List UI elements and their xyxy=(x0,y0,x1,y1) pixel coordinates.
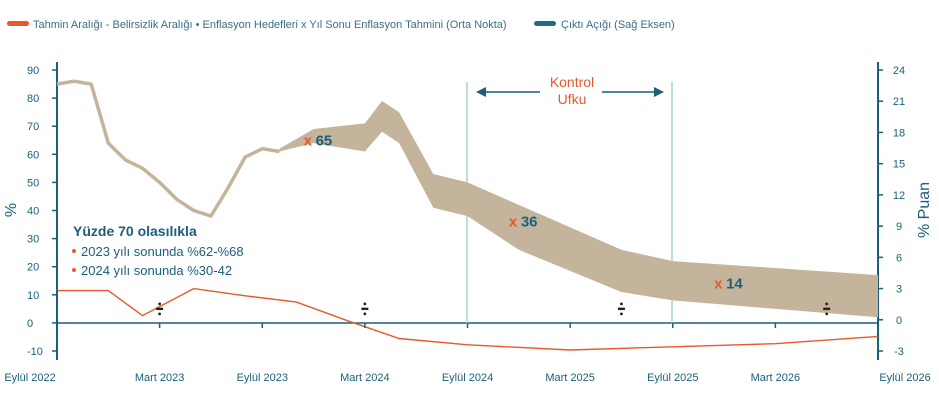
left-tick-label: 10 xyxy=(27,290,39,302)
horizon-label-line1: Kontrol xyxy=(550,74,594,90)
x-tick-label: Eylül 2024 xyxy=(442,372,493,384)
left-tick-label: 80 xyxy=(27,93,39,105)
forecast-x-marker: x xyxy=(509,214,518,231)
legend-swatch-band xyxy=(7,21,29,26)
annotation-line-1: 2023 yılı sonunda %62-%68 xyxy=(81,244,244,259)
right-tick-label: 15 xyxy=(893,159,905,171)
right-tick-label: -3 xyxy=(894,346,904,358)
probability-annotation: Yüzde 70 olasılıkla 2023 yılı sonunda %6… xyxy=(72,223,244,278)
left-tick-labels: -10 0 10 20 30 40 50 60 70 80 90 xyxy=(27,65,57,358)
right-tick-label: 0 xyxy=(896,315,902,327)
right-tick-label: 9 xyxy=(896,221,902,233)
legend: Tahmin Aralığı - Belirsizlik Aralığı • E… xyxy=(7,19,675,31)
inflation-target-marker xyxy=(361,302,369,316)
right-tick-labels: -3 0 3 6 9 12 15 18 21 24 xyxy=(878,65,905,358)
left-tick-label: 20 xyxy=(27,262,39,274)
legend-label-output-gap: Çıktı Açığı (Sağ Eksen) xyxy=(561,19,675,31)
annotation-bullet-2 xyxy=(72,268,76,272)
inflation-history-line xyxy=(56,79,280,218)
inflation-targets-layer xyxy=(156,302,831,316)
horizon-arrow-left-head xyxy=(476,87,486,97)
left-tick-label: 30 xyxy=(27,234,39,246)
left-tick-label: 60 xyxy=(27,149,39,161)
uncertainty-band xyxy=(279,100,878,318)
left-tick-label: 0 xyxy=(27,318,33,330)
inflation-history-layer xyxy=(56,79,280,218)
x-tick-label: Mart 2026 xyxy=(751,372,801,384)
y2-axis-title: % Puan xyxy=(916,182,933,238)
right-tick-label: 6 xyxy=(896,252,902,264)
forecast-value-label: 65 xyxy=(316,132,333,149)
annotation-bullet-1 xyxy=(72,249,76,253)
output-gap-layer xyxy=(57,287,879,351)
x-tick-label: Eylül 2022 xyxy=(4,372,55,384)
left-tick-label: -10 xyxy=(27,346,43,358)
output-gap-line xyxy=(57,287,879,351)
uncertainty-band-layer xyxy=(279,100,878,318)
right-tick-label: 24 xyxy=(893,65,905,77)
annotation-line-2: 2024 yılı sonunda %30-42 xyxy=(81,263,232,278)
forecast-value-label: 14 xyxy=(726,276,743,293)
right-tick-label: 3 xyxy=(896,284,902,296)
inflation-target-marker xyxy=(823,302,831,316)
forecast-value-label: 36 xyxy=(521,214,538,231)
left-tick-label: 40 xyxy=(27,206,39,218)
horizon-arrow-right-head xyxy=(654,87,664,97)
forecast-x-marker: x xyxy=(714,276,723,293)
left-tick-label: 90 xyxy=(27,65,39,77)
inflation-target-marker xyxy=(156,302,164,316)
x-tick-label: Mart 2023 xyxy=(135,372,185,384)
y-axis-title: % xyxy=(3,203,20,217)
x-tick-label: Eylül 2025 xyxy=(647,372,698,384)
year-end-forecasts-layer: x 65x 36x 14 xyxy=(304,132,744,292)
legend-swatch-output-gap xyxy=(534,21,556,26)
x-tick-label: Mart 2024 xyxy=(340,372,390,384)
x-tick-label: Mart 2025 xyxy=(545,372,595,384)
annotation-title: Yüzde 70 olasılıkla xyxy=(73,223,197,239)
right-tick-label: 18 xyxy=(893,127,905,139)
right-tick-label: 12 xyxy=(893,190,905,202)
left-tick-label: 70 xyxy=(27,121,39,133)
x-tick-label: Eylül 2026 xyxy=(879,372,930,384)
right-tick-label: 21 xyxy=(893,96,905,108)
legend-label-band: Tahmin Aralığı - Belirsizlik Aralığı • E… xyxy=(33,19,507,31)
x-tick-labels: Eylül 2022 Mart 2023 Eylül 2023 Mart 2024 Ey… xyxy=(4,323,931,384)
horizon-label-line2: Ufku xyxy=(558,91,587,107)
left-tick-label: 50 xyxy=(27,177,39,189)
horizon-arrow xyxy=(476,72,664,110)
inflation-target-marker xyxy=(617,302,625,316)
x-tick-label: Eylül 2023 xyxy=(237,372,288,384)
forecast-x-marker: x xyxy=(304,132,313,149)
